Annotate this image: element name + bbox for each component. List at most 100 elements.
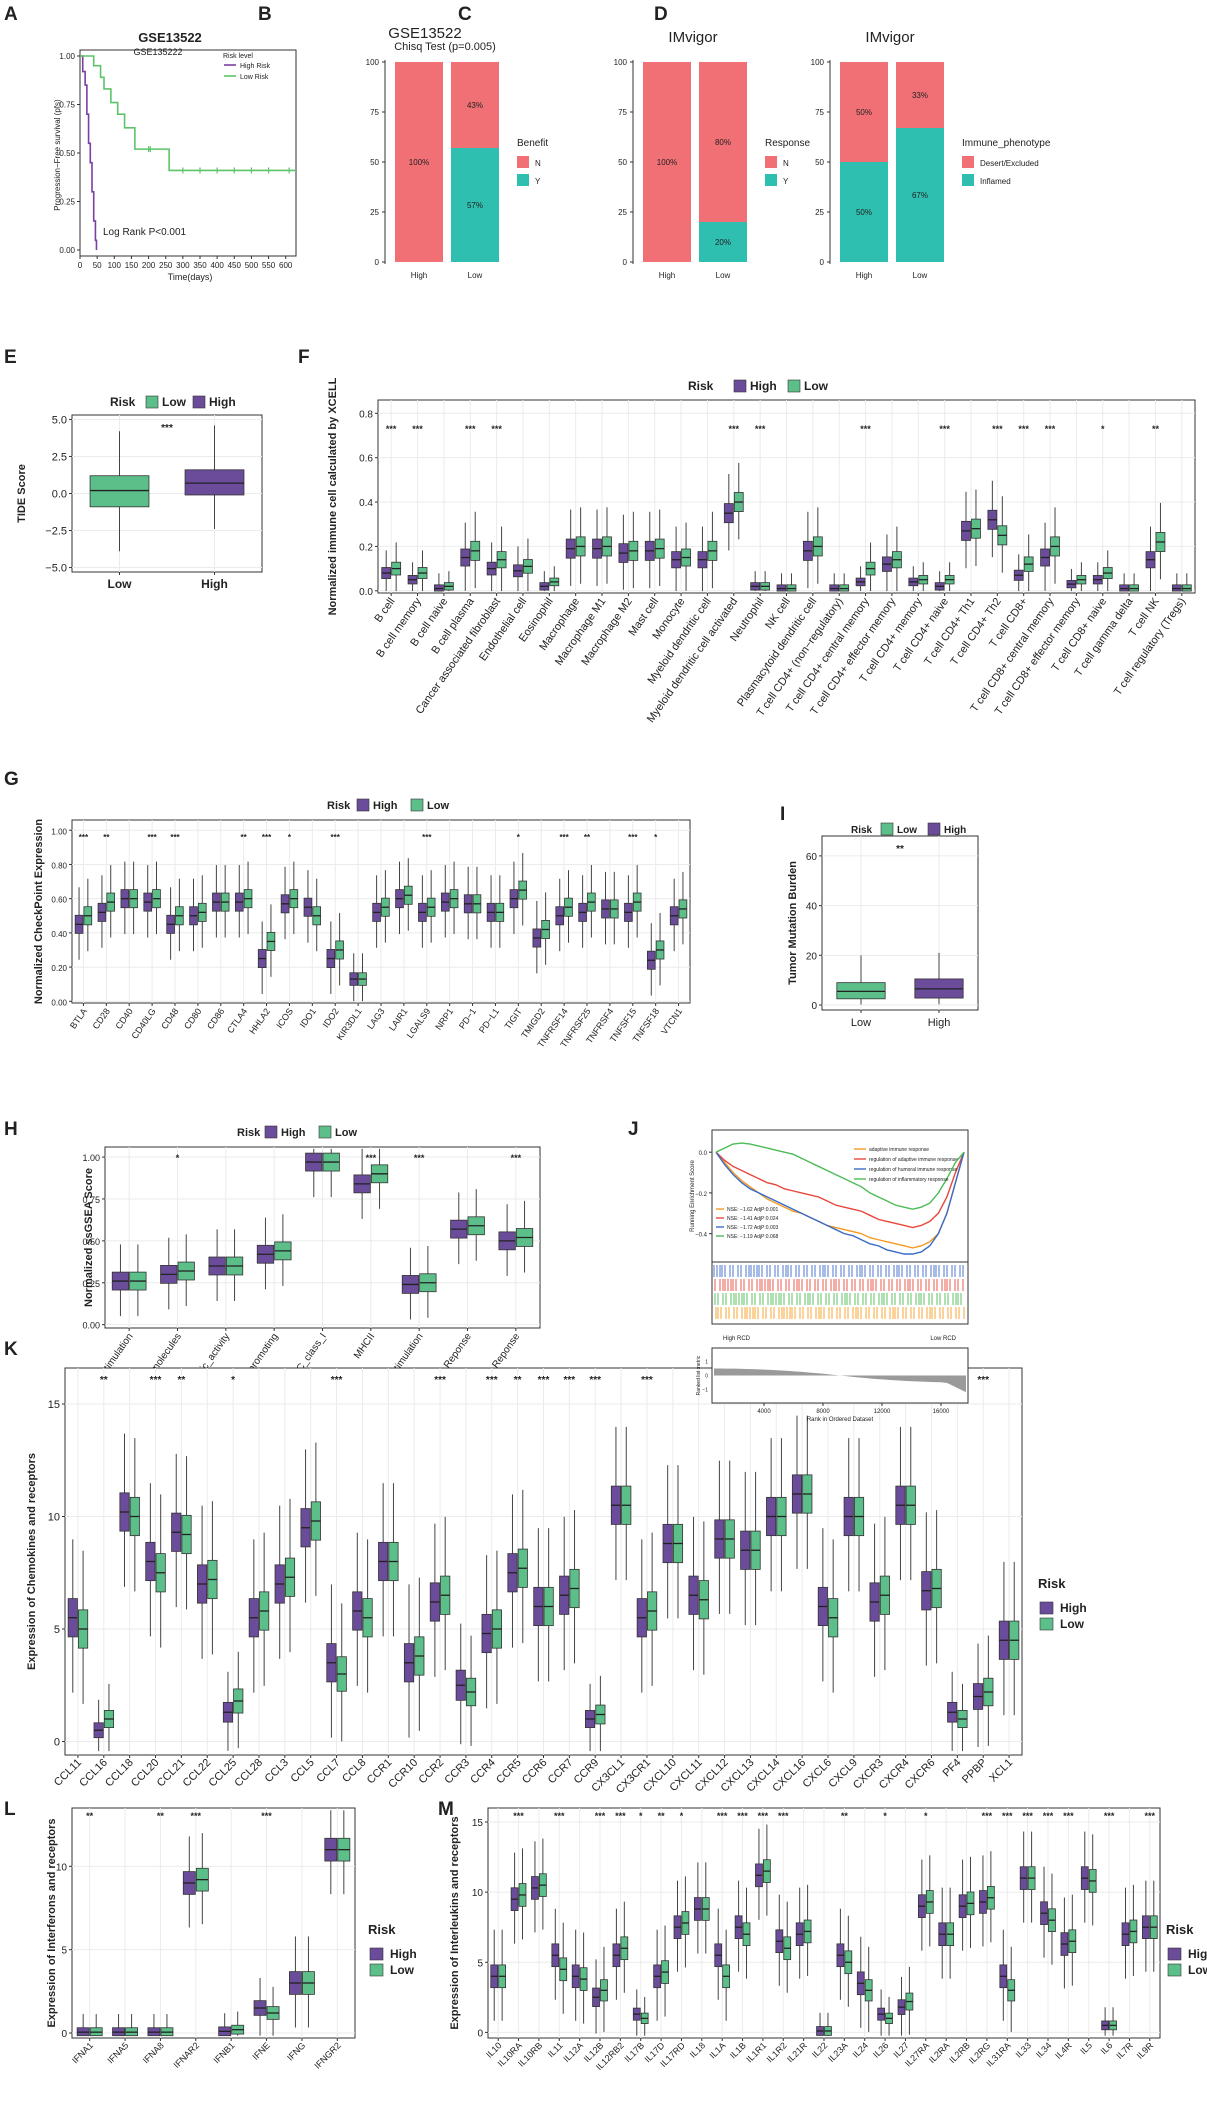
panel-k-xtick-label: CCL16 (77, 1757, 110, 1790)
panel-m-significance-label: *** (595, 1811, 606, 1821)
panel-f-legend-title: Risk (688, 379, 714, 393)
panel-f-significance-label: *** (412, 424, 423, 434)
panel-l-legend-key (369, 1947, 384, 1961)
panel-f-significance-label: *** (491, 424, 502, 434)
panel-k-legend-key (1039, 1617, 1054, 1631)
panel-e-legend-key (145, 395, 159, 409)
panel-e-significance-label: *** (161, 423, 173, 434)
panel-c-ytick-label: 0 (623, 258, 628, 267)
panel-m-ylabel: Expression of Interleukins and receptors (449, 1816, 461, 2029)
panel-m-significance-label: *** (778, 1811, 789, 1821)
panel-m-legend-key (1167, 1947, 1182, 1961)
panel-b-ytick-label: 100 (366, 58, 380, 67)
panel-b-ytick-label: 75 (370, 108, 379, 117)
panel-j-annotation-right: Low RCD (930, 1336, 956, 1342)
panel-k-significance-label: ** (100, 1375, 108, 1386)
panel-e-legend-label: Low (162, 395, 187, 409)
panel-l-xtick-label: IFNAR2 (172, 2040, 202, 2070)
panel-f-ytick-label: 0.4 (359, 498, 373, 509)
panel-m-significance-label: *** (1104, 1811, 1115, 1821)
panel-f-xtick-label: B cell (372, 596, 397, 625)
panel-j-rank-area (714, 1368, 966, 1393)
panel-k-legend-key (1039, 1601, 1054, 1615)
panel-e-low-box (89, 475, 150, 508)
panel-m-xtick-label: IL1R1 (744, 2040, 768, 2064)
panel-label-l: L (4, 1799, 16, 1820)
panel-m-significance-label: *** (1002, 1811, 1013, 1821)
panel-m-significance-label: *** (513, 1811, 524, 1821)
panel-a-xtick-label: 50 (93, 261, 102, 270)
panel-j-stat-label: NSE: −1.62 AdjP:0.001 (727, 1207, 779, 1213)
panel-k-xtick-label: CCL7 (314, 1757, 342, 1785)
panel-d-legend-label: Inflamed (980, 177, 1011, 186)
panel-f-significance-label: *** (1018, 424, 1029, 434)
panel-c-xtick-label: Low (716, 271, 731, 280)
panel-m-xtick-label: IL4R (1053, 2040, 1074, 2061)
panel-g-legend-key (356, 798, 370, 812)
panel-f-ytick-label: 0.0 (359, 587, 373, 598)
panel-k-ytick-label: 15 (48, 1399, 60, 1411)
panel-k-xtick-label: CCL22 (181, 1757, 214, 1790)
panel-m-xtick-label: IL21R (785, 2040, 809, 2064)
panel-label-b: B (258, 4, 272, 25)
panel-k-xtick-label: CCR10 (386, 1757, 420, 1791)
panel-c-title: IMvigor (668, 29, 717, 46)
panel-g-significance-label: * (288, 833, 292, 842)
panel-a-xtick-label: 350 (193, 261, 207, 270)
panel-h-ytick-label: 0.00 (82, 1321, 100, 1331)
panel-m-xtick-label: IL1R2 (765, 2040, 789, 2064)
panel-h-significance-label: *** (366, 1153, 377, 1163)
panel-l-xtick-label: IFNA5 (105, 2040, 130, 2065)
panel-k-xtick-label: CCR7 (546, 1757, 576, 1787)
panel-e-ytick-label: 2.5 (52, 451, 67, 463)
panel-d-ytick-label: 25 (815, 208, 824, 217)
panel-c-bar-label: 100% (657, 158, 677, 167)
panel-k-significance-label: *** (331, 1375, 343, 1386)
panel-d-bar-segment (840, 162, 888, 262)
panel-h-legend-label: Low (335, 1127, 357, 1139)
panel-m-xtick-label: IL18 (688, 2040, 707, 2059)
panel-j-legend-label: regulation of humoral immune response (869, 1167, 957, 1173)
panel-c-ytick-label: 75 (618, 108, 627, 117)
panel-c-xtick-label: High (659, 271, 675, 280)
panel-h-ylabel: Normalized ssGSEA Score (83, 1168, 95, 1307)
panel-j-ytick-label: −0.4 (695, 1233, 708, 1239)
panel-e-ylabel: TIDE Score (16, 464, 28, 523)
panel-h-ytick-label: 0.75 (82, 1195, 100, 1205)
panel-g-xtick-label: IDO1 (298, 1006, 318, 1029)
panel-f-significance-label: *** (755, 424, 766, 434)
panel-m-significance-label: * (924, 1811, 928, 1821)
panel-h-significance-label: * (176, 1153, 180, 1163)
panel-k-ytick-label: 5 (54, 1624, 60, 1636)
panel-c-legend-label: Y (783, 177, 789, 186)
panel-h-legend-key (318, 1125, 332, 1139)
panel-l-ytick-label: 0 (61, 2029, 67, 2040)
panel-c-bar-segment (699, 62, 747, 222)
panel-d-legend-key (962, 156, 974, 168)
panel-k-xtick-label: CCR5 (494, 1757, 524, 1787)
panel-f-legend-key (733, 379, 747, 393)
panel-a-title: GSE13522 (138, 30, 202, 45)
panel-k-legend-label: High (1060, 1601, 1087, 1615)
panel-e-ytick-label: 5.0 (52, 414, 67, 426)
panel-a-ylabel: Progression−Free survival (pfs) (53, 99, 62, 211)
panel-j-ylabel2: Ranked list metric (696, 1355, 702, 1395)
panel-m-significance-label: *** (737, 1811, 748, 1821)
panel-c-bar-segment (643, 62, 691, 262)
panel-m-significance-label: *** (1022, 1811, 1033, 1821)
panel-k-xtick-label: CCL20 (129, 1757, 162, 1790)
panel-m-significance-label: *** (982, 1811, 993, 1821)
panel-b-bar-segment (395, 62, 443, 262)
panel-c-legend-label: N (783, 159, 789, 168)
panel-g-xtick-label: LGALS9 (405, 1006, 433, 1040)
panel-f-legend-label: Low (804, 379, 829, 393)
panel-d-bar-label: 50% (856, 108, 872, 117)
panel-m-significance-label: *** (554, 1811, 565, 1821)
panel-b-legend-label: N (535, 159, 541, 168)
panel-l-significance-label: ** (86, 1811, 94, 1821)
panel-m-significance-label: *** (717, 1811, 728, 1821)
panel-c-bar-label: 20% (715, 238, 731, 247)
panel-g-ytick-label: 0.00 (51, 998, 67, 1007)
panel-b-title: GSE13522 (388, 25, 461, 42)
panel-j-stat-label: NSE: −1.41 AdjP:0.024 (727, 1216, 779, 1222)
